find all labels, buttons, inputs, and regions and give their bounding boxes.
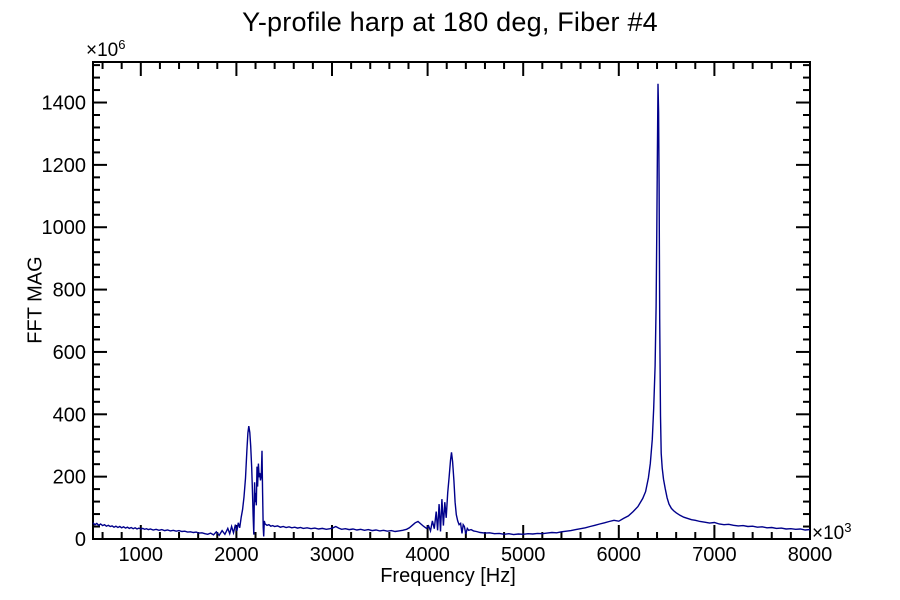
x-axis-multiplier: ×103	[812, 520, 851, 545]
y-axis-multiplier-exponent: 6	[118, 37, 126, 52]
plot-frame	[92, 61, 811, 540]
y-tick-label: 1200	[42, 155, 87, 177]
x-tick-label: 2000	[214, 544, 259, 566]
y-tick-label: 600	[53, 342, 86, 364]
chart-title: Y-profile harp at 180 deg, Fiber #4	[242, 7, 658, 37]
y-tick-label: 800	[53, 280, 86, 302]
plot-frame-group	[92, 61, 811, 540]
x-axis-title: Frequency [Hz]	[380, 565, 516, 587]
x-axis-multiplier-exponent: 3	[844, 520, 852, 535]
x-tick-label: 5000	[501, 544, 546, 566]
y-tick-label: 400	[53, 404, 86, 426]
y-axis-multiplier-base: ×10	[86, 40, 119, 61]
y-tick-label: 1000	[42, 217, 87, 239]
x-tick-label: 3000	[310, 544, 355, 566]
data-line-fft-magnitude	[92, 83, 811, 537]
data-series-group	[92, 83, 811, 537]
tick-labels-group: 1000 2000 3000 4000 5000 6000 7000 8000 0 200 400 6…	[42, 93, 833, 566]
x-tick-label: 6000	[597, 544, 642, 566]
tick-marks-group	[93, 62, 811, 540]
y-tick-label: 200	[53, 467, 86, 489]
x-tick-label: 8000	[788, 544, 833, 566]
x-tick-label: 1000	[119, 544, 164, 566]
y-tick-label: 0	[75, 529, 86, 551]
y-tick-label: 1400	[42, 93, 87, 115]
x-tick-label: 7000	[692, 544, 737, 566]
x-axis-multiplier-base: ×10	[812, 523, 845, 544]
y-axis-multiplier: ×106	[86, 37, 125, 62]
x-tick-label: 4000	[405, 544, 450, 566]
